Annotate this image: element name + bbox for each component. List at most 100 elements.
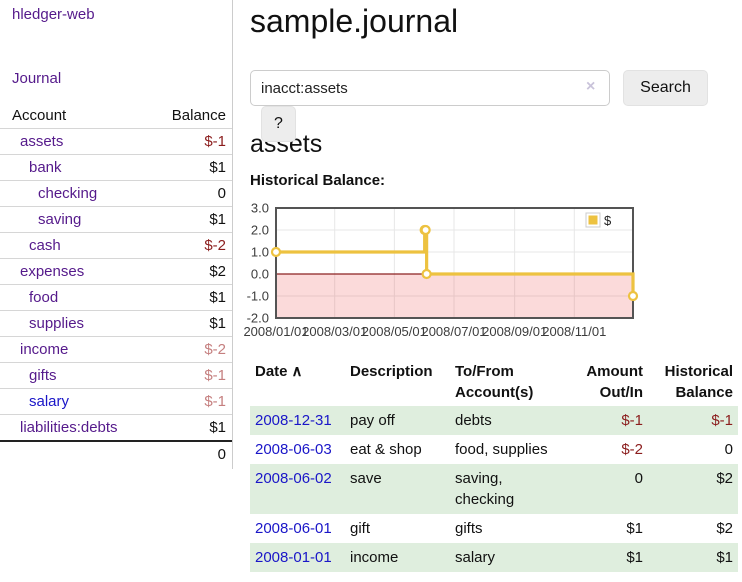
sidebar-account-row: food $1 xyxy=(0,284,232,311)
register-date-cell: 2008-06-01 xyxy=(250,514,345,543)
register-date-cell: 2008-06-02 xyxy=(250,464,345,514)
register-date-cell: 2008-12-31 xyxy=(250,406,345,435)
account-balance-value: $-1 xyxy=(204,367,226,384)
register-amount-cell: $-1 xyxy=(621,412,643,429)
search-input[interactable] xyxy=(250,70,610,106)
sidebar-account-row: expenses $2 xyxy=(0,258,232,285)
register-header-historical: Historical Balance xyxy=(664,363,733,401)
sidebar-account-row: checking 0 xyxy=(0,180,232,207)
historical-balance-chart: $3.0 2.0 1.0 0.0 -1.0 -2.0 2008/01/01 2008/03/0… xyxy=(243,201,742,344)
sidebar-account-row: income $-2 xyxy=(0,336,232,363)
account-balance-value: $1 xyxy=(209,211,226,228)
sidebar-account-link-bank[interactable]: bank xyxy=(29,159,62,176)
register-description-cell: income xyxy=(350,549,399,566)
register-row: 2008-06-01 gift gifts $1 $2 xyxy=(250,514,738,543)
transaction-date-link[interactable]: 2008-06-02 xyxy=(255,470,332,487)
account-balance-value: $2 xyxy=(209,263,226,280)
sidebar-account-link-gifts[interactable]: gifts xyxy=(29,367,57,384)
account-balance-value: $1 xyxy=(209,289,226,306)
register-balance-cell: $2 xyxy=(716,520,733,537)
register-row: 2008-06-03 eat & shop food, supplies $-2 0 xyxy=(250,435,738,464)
sidebar-account-link-assets[interactable]: assets xyxy=(20,133,64,150)
register-row: 2008-06-02 save saving, checking 0 $2 xyxy=(250,464,738,514)
data-point-marker xyxy=(627,290,639,302)
transaction-date-link[interactable]: 2008-06-01 xyxy=(255,520,332,537)
account-balance-value: 0 xyxy=(217,185,226,202)
register-header-to-from: To/From Account(s) xyxy=(455,363,534,401)
register-description-cell: save xyxy=(350,470,382,487)
y-axis-tick-label: -1.0 xyxy=(247,289,269,304)
sidebar-account-row: liabilities:debts $1 xyxy=(0,414,232,442)
register-header-description: Description xyxy=(350,363,433,380)
register-date-cell: 2008-01-01 xyxy=(250,543,345,572)
search-button[interactable]: Search xyxy=(623,70,708,106)
register-amount-cell: $1 xyxy=(626,520,643,537)
search-form: × Search ? xyxy=(250,70,742,142)
data-point-marker xyxy=(270,246,282,258)
register-balance-cell: $1 xyxy=(716,549,733,566)
accounts-table: Account Balance assets $-1 bank $1 checking 0… xyxy=(0,103,232,467)
help-button[interactable]: ? xyxy=(261,106,296,142)
accounts-table-body: assets $-1 bank $1 checking 0 saving $1 cash $-2 e… xyxy=(0,128,232,468)
account-balance-value: $1 xyxy=(209,419,226,436)
sidebar-account-row: salary $-1 xyxy=(0,388,232,415)
sidebar: hledger-web Journal Account Balance asse… xyxy=(0,0,233,469)
data-point-marker xyxy=(420,224,431,236)
y-axis-tick-label: 3.0 xyxy=(251,201,269,216)
transaction-date-link[interactable]: 2008-01-01 xyxy=(255,549,332,566)
x-axis-tick-label: 2008/07/01 xyxy=(421,324,486,339)
sidebar-account-link-cash[interactable]: cash xyxy=(29,237,61,254)
accounts-header-balance: Balance xyxy=(171,107,226,124)
register-table-header: Date ∧ Description To/From Account(s) Amount O… xyxy=(250,358,738,406)
account-heading: assets xyxy=(250,130,323,158)
sidebar-item-journal[interactable]: Journal xyxy=(12,70,62,87)
transaction-date-link[interactable]: 2008-12-31 xyxy=(255,412,332,429)
app-title-link[interactable]: hledger-web xyxy=(12,6,95,23)
register-amount-cell: 0 xyxy=(634,470,643,487)
main-content: sample.journal × Search ? assets Histori… xyxy=(243,0,742,572)
register-balance-cell: 0 xyxy=(724,441,733,458)
negative-region xyxy=(276,274,633,318)
legend-label: $ xyxy=(604,213,612,228)
y-axis-tick-label: 1.0 xyxy=(251,245,269,260)
accounts-header-account: Account xyxy=(12,107,67,124)
register-accounts-cell: salary xyxy=(455,549,496,566)
x-axis-tick-label: 2008/03/01 xyxy=(302,324,367,339)
sidebar-account-link-food[interactable]: food xyxy=(29,289,59,306)
accounts-total-value: 0 xyxy=(217,446,226,463)
account-balance-value: $1 xyxy=(209,315,226,332)
register-description-cell: eat & shop xyxy=(350,441,422,458)
legend-swatch xyxy=(588,215,598,225)
register-accounts-cell: gifts xyxy=(455,520,483,537)
sidebar-account-link-liabilities-debts[interactable]: liabilities:debts xyxy=(20,419,118,436)
sidebar-account-link-saving[interactable]: saving xyxy=(38,211,82,228)
register-amount-cell: $-2 xyxy=(621,441,643,458)
x-axis-tick-label: 2008/05/01 xyxy=(362,324,427,339)
sidebar-account-link-checking[interactable]: checking xyxy=(38,185,98,202)
register-accounts-cell: debts xyxy=(455,412,492,429)
sidebar-account-link-income[interactable]: income xyxy=(20,341,69,358)
page-title: sample.journal xyxy=(250,3,459,39)
sidebar-account-link-supplies[interactable]: supplies xyxy=(29,315,85,332)
sidebar-account-link-salary[interactable]: salary xyxy=(29,393,70,410)
account-balance-value: $-1 xyxy=(204,393,226,410)
register-row: 2008-01-01 income salary $1 $1 xyxy=(250,543,738,572)
register-row: 2008-12-31 pay off debts $-1 $-1 xyxy=(250,406,738,435)
sidebar-account-row: gifts $-1 xyxy=(0,362,232,389)
register-balance-cell: $2 xyxy=(716,470,733,487)
register-header-amount: Amount Out/In xyxy=(586,363,643,401)
y-axis-tick-label: 2.0 xyxy=(251,223,269,238)
register-header-date[interactable]: Date ∧ xyxy=(255,363,303,380)
account-balance-value: $-1 xyxy=(204,133,226,150)
chart-border xyxy=(275,207,634,319)
clear-search-icon[interactable]: × xyxy=(586,78,596,95)
x-axis-tick-label: 2008/11/01 xyxy=(542,324,606,339)
sidebar-account-row: supplies $1 xyxy=(0,310,232,337)
sidebar-account-link-expenses[interactable]: expenses xyxy=(20,263,85,280)
x-axis-tick-label: 2008/09/01 xyxy=(482,324,547,339)
transaction-date-link[interactable]: 2008-06-03 xyxy=(255,441,332,458)
register-table-body: 2008-12-31 pay off debts $-1 $-1 2008-06-03 ea… xyxy=(250,406,738,572)
register-accounts-cell: saving, checking xyxy=(455,470,515,508)
account-balance-value: $1 xyxy=(209,159,226,176)
register-date-cell: 2008-06-03 xyxy=(250,435,345,464)
